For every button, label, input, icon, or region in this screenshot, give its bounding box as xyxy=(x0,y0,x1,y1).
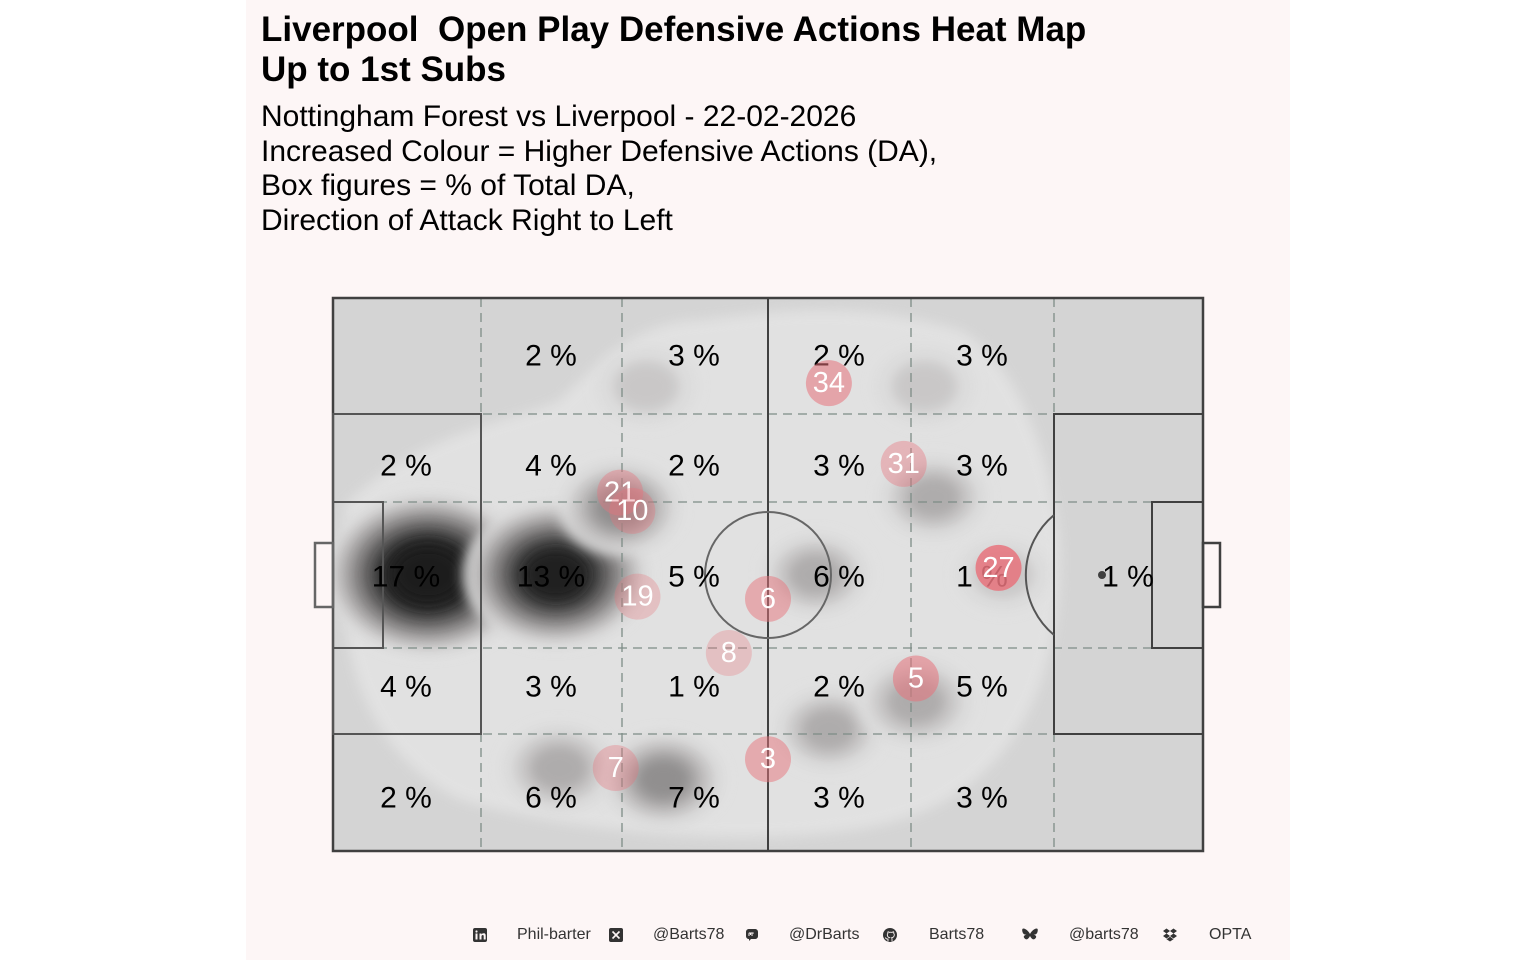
player-marker: 21 xyxy=(597,469,644,516)
player-marker-circle xyxy=(745,575,791,622)
player-marker-circle xyxy=(614,573,661,620)
x-twitter-icon xyxy=(608,927,624,943)
credit-github: Barts78 xyxy=(929,926,985,943)
centre-circle xyxy=(704,511,832,639)
player-marker-circle xyxy=(592,745,639,792)
credit-linkedin: Phil-barter xyxy=(517,926,591,943)
zone-percentage-label: 2 % xyxy=(525,340,577,373)
zone-percentage-label: 5 % xyxy=(956,671,1008,704)
player-marker: 19 xyxy=(614,573,661,620)
zone-percentage-label: 2 % xyxy=(813,671,865,704)
dropbox-icon xyxy=(1162,927,1178,943)
subtitle-line-colour: Increased Colour = Higher Defensive Acti… xyxy=(261,134,938,168)
player-number-label: 3 xyxy=(760,743,776,775)
player-marker: 6 xyxy=(745,575,791,622)
player-marker-circle xyxy=(609,487,656,534)
zone-percentage-label: 3 % xyxy=(525,671,577,704)
player-marker-circle xyxy=(745,736,791,783)
density-contour xyxy=(636,758,691,801)
zone-percentage-label: 3 % xyxy=(956,340,1008,373)
player-number-label: 6 xyxy=(760,583,776,615)
zone-percentage-label: 3 % xyxy=(956,782,1008,815)
density-contour xyxy=(523,549,588,600)
player-marker-circle xyxy=(805,360,852,407)
player-marker: 7 xyxy=(592,745,639,792)
subtitle-line-match: Nottingham Forest vs Liverpool - 22-02-2… xyxy=(261,100,857,133)
zone-percentage-label: 4 % xyxy=(380,671,432,704)
player-marker-circle xyxy=(597,469,644,516)
player-marker: 27 xyxy=(975,544,1022,591)
player-number-label: 27 xyxy=(982,552,1014,584)
credit-mastodon: @DrBarts xyxy=(789,926,860,943)
player-marker-circle xyxy=(975,544,1022,591)
right-penalty-spot xyxy=(1098,571,1106,579)
right-goal xyxy=(1201,541,1222,609)
zone-percentage-label: 5 % xyxy=(668,561,720,594)
player-marker-circle xyxy=(892,655,939,702)
zone-percentage-label: 3 % xyxy=(813,450,865,483)
zone-percentage-label: 17 % xyxy=(372,561,440,594)
player-number-label: 8 xyxy=(721,637,737,669)
github-icon xyxy=(882,927,898,943)
density-contour xyxy=(393,547,463,602)
linkedin-icon xyxy=(472,927,488,943)
player-marker: 8 xyxy=(705,630,752,677)
player-number-label: 31 xyxy=(888,448,920,480)
chart-subtitle: Nottingham Forest vs Liverpool - 22-02-2… xyxy=(261,100,937,238)
player-marker: 3 xyxy=(745,736,791,783)
zone-percentage-label: 3 % xyxy=(813,782,865,815)
zone-percentage-label: 13 % xyxy=(517,561,585,594)
player-number-label: 10 xyxy=(616,495,648,527)
left-goal xyxy=(313,541,335,609)
zone-percentage-label: 2 % xyxy=(668,450,720,483)
zone-percentage-label: 6 % xyxy=(813,561,865,594)
density-contour xyxy=(529,745,589,791)
zone-percentage-label: 3 % xyxy=(668,340,720,373)
footer-credits: Phil-barter @Barts78 @DrBarts Barts78 @b… xyxy=(0,920,1536,950)
bluesky-icon xyxy=(1021,927,1038,943)
density-contour xyxy=(614,361,679,412)
player-marker: 10 xyxy=(609,487,656,534)
player-number-label: 34 xyxy=(813,367,845,399)
player-marker: 5 xyxy=(892,655,939,702)
density-contour xyxy=(892,361,957,412)
zone-percentage-label: 2 % xyxy=(380,450,432,483)
density-contour xyxy=(801,708,857,751)
chart-title: Liverpool Open Play Defensive Actions He… xyxy=(261,10,1087,89)
zone-percentage-label: 1 % xyxy=(668,671,720,704)
credit-x: @Barts78 xyxy=(653,926,725,943)
right-penalty-arc xyxy=(1024,514,1055,636)
credit-data-source: OPTA xyxy=(1209,926,1252,943)
player-number-label: 5 xyxy=(908,662,924,694)
zone-percentage-label: 1 % xyxy=(1102,561,1154,594)
subtitle-line-direction: Direction of Attack Right to Left xyxy=(261,203,673,237)
credit-bluesky: @barts78 xyxy=(1069,926,1139,943)
zone-percentage-label: 6 % xyxy=(525,782,577,815)
player-number-label: 19 xyxy=(621,581,653,613)
player-number-label: 21 xyxy=(604,477,636,509)
player-marker: 31 xyxy=(880,440,927,487)
zone-percentage-label: 2 % xyxy=(380,782,432,815)
zone-percentage-label: 4 % xyxy=(525,450,577,483)
subtitle-line-box: Box figures = % of Total DA, xyxy=(261,169,635,202)
mastodon-icon xyxy=(744,927,760,943)
player-number-label: 7 xyxy=(608,752,624,784)
zone-percentage-label: 3 % xyxy=(956,450,1008,483)
zone-percentage-label: 7 % xyxy=(668,782,720,815)
player-marker-circle xyxy=(880,440,927,487)
player-marker: 34 xyxy=(805,360,852,407)
density-contour xyxy=(905,475,961,519)
player-marker-circle xyxy=(705,630,752,677)
density-contour xyxy=(592,487,648,530)
